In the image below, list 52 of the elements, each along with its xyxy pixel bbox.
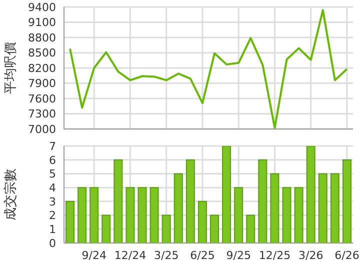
y-tick-label: 8500 (28, 46, 56, 60)
bar (294, 187, 304, 243)
y-axis-title: 成交宗數 (2, 168, 19, 220)
bar (102, 214, 111, 243)
bar (210, 214, 219, 243)
y-tick-label: 8800 (28, 31, 56, 44)
x-tick-label: 6/25 (190, 248, 215, 262)
bar (114, 159, 123, 243)
x-tick-label: 6/26 (334, 248, 360, 262)
bar (270, 173, 280, 243)
y-tick-label: 3 (49, 195, 56, 208)
y-tick-label: 4 (49, 181, 56, 194)
y-tick-label: 7000 (28, 122, 56, 136)
line-series (69, 9, 348, 129)
bar (138, 187, 147, 243)
y-tick-label: 9100 (28, 16, 56, 30)
x-tick-label: 9/24 (82, 248, 106, 262)
y-tick-label: 7900 (28, 77, 56, 90)
bar (162, 214, 171, 243)
bar (246, 214, 256, 243)
bar (318, 173, 328, 243)
bar (330, 173, 340, 243)
x-tick-label: 3/25 (154, 248, 179, 262)
bar (150, 187, 159, 243)
y-tick-label: 2 (49, 209, 56, 222)
y-tick-label: 7600 (28, 92, 56, 106)
bar (306, 146, 316, 243)
y-tick-label: 9400 (28, 0, 56, 14)
bar (258, 159, 268, 243)
bar (78, 187, 87, 243)
bar (234, 187, 244, 243)
bar (222, 146, 232, 243)
x-tick-label: 12/24 (114, 248, 146, 262)
bar (66, 200, 74, 243)
y-axis-title: 平均呎價 (4, 42, 19, 94)
y-tick-label: 6 (49, 154, 56, 167)
y-tick-label: 7300 (28, 108, 56, 121)
bar (198, 200, 207, 243)
bar (126, 187, 135, 243)
y-tick-label: 8200 (28, 62, 56, 75)
bar (342, 159, 352, 243)
bar (174, 173, 183, 243)
bar (90, 187, 99, 243)
y-tick-label: 7 (49, 140, 56, 153)
bar (282, 187, 292, 243)
x-tick-label: 12/25 (258, 248, 291, 262)
y-tick-label: 1 (49, 223, 56, 236)
x-tick-label: 3/26 (298, 248, 324, 262)
y-tick-label: 5 (49, 168, 56, 181)
x-tick-label: 9/25 (226, 248, 251, 262)
bar (186, 159, 195, 243)
y-tick-label: 0 (49, 236, 56, 250)
